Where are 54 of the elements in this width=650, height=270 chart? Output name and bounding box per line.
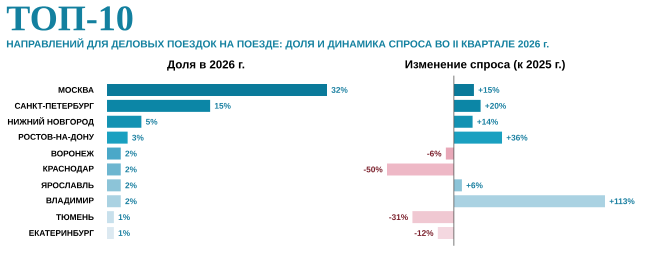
data-label: +113% [610, 198, 635, 204]
y-tick-label: РОСТОВ-НА-ДОНУ [18, 134, 94, 142]
bar [454, 116, 473, 128]
data-label: +14% [477, 118, 498, 125]
y-tick-label: ТЮМЕНЬ [56, 214, 94, 220]
bar [387, 163, 454, 176]
data-label: 2% [125, 182, 137, 188]
bar [412, 211, 454, 224]
data-label: -31% [389, 214, 408, 220]
bar [446, 148, 454, 160]
bar [107, 211, 114, 224]
text: ТОП-10 [6, 6, 132, 31]
y-tick-label: МОСКВА [58, 87, 94, 93]
data-label: 3% [132, 134, 144, 141]
bar [107, 163, 121, 176]
bar [107, 116, 142, 128]
bar [107, 132, 128, 144]
data-label: -6% [427, 150, 442, 156]
data-label: 2% [125, 198, 137, 204]
text: НАПРАВЛЕНИЙ ДЛЯ ДЕЛОВЫХ ПОЕЗДОК НА ПОЕЗДЕ: ДОЛЯ И ДИНАМИКА СПРОСА ВО II КВАРТАЛЕ 2026 г. [6, 38, 548, 50]
bar [454, 100, 481, 112]
y-tick-label: ЕКАТЕРИНБУРГ [29, 230, 94, 236]
chart-title: Доля в 2026 г. [167, 60, 244, 71]
data-label: +20% [485, 102, 506, 109]
y-tick-label: КРАСНОДАР [43, 166, 94, 174]
data-label: 15% [214, 102, 231, 109]
bar [438, 227, 454, 240]
data-label: 1% [118, 214, 130, 220]
data-label: 32% [331, 87, 348, 93]
bar [107, 227, 114, 240]
bar [454, 84, 474, 96]
data-label: 5% [146, 118, 158, 125]
data-label: 2% [125, 150, 137, 156]
bar [107, 195, 121, 208]
y-tick-label: ЯРОСЛАВЛЬ [41, 182, 94, 188]
y-tick-label: НИЖНИЙ НОВГОРОД [8, 117, 94, 126]
y-tick-label: ВОРОНЕЖ [52, 150, 94, 156]
data-label: 2% [125, 166, 137, 172]
bar [454, 132, 502, 144]
data-label: -50% [364, 166, 383, 172]
y-tick-label: ВЛАДИМИР [46, 198, 94, 205]
data-label: 1% [118, 230, 130, 236]
data-label: +15% [478, 87, 500, 93]
bar [107, 148, 121, 160]
y-tick-label: САНКТ-ПЕТЕРБУРГ [14, 102, 94, 109]
data-label: +6% [466, 182, 483, 188]
bar [107, 100, 210, 112]
bar [107, 84, 327, 96]
bar [454, 179, 462, 192]
bar [107, 179, 121, 192]
data-label: +36% [506, 134, 528, 141]
bar [454, 195, 605, 208]
data-label: -12% [414, 230, 434, 236]
chart-title: Изменение спроса (к 2025 г.) [406, 60, 565, 71]
